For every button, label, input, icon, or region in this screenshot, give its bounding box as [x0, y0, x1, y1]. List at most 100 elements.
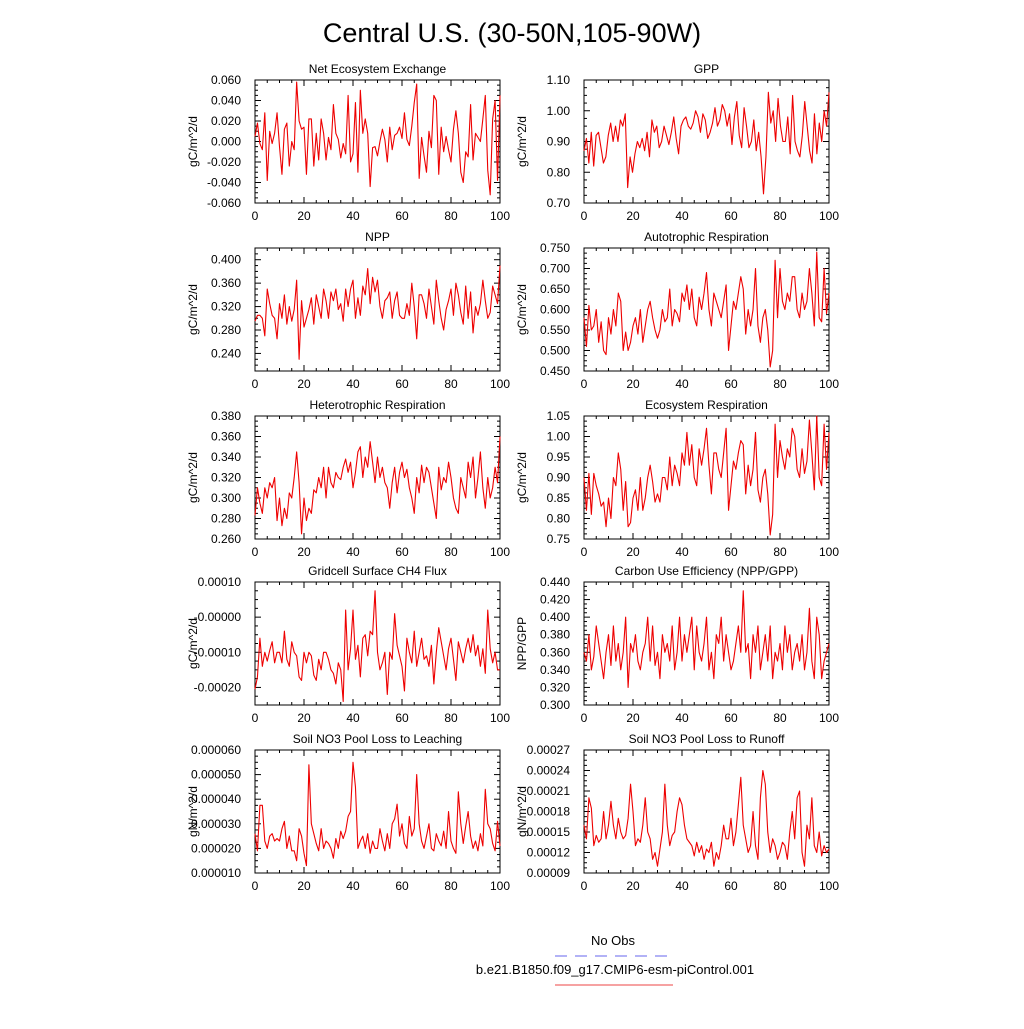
- y-tick-label: 0.320: [540, 680, 570, 694]
- y-tick-label: 1.00: [547, 104, 571, 118]
- y-tick-label: 0.00027: [527, 743, 571, 757]
- y-tick-label: 0.000020: [191, 841, 241, 855]
- y-tick-label: 0.380: [540, 628, 570, 642]
- y-tick-label: 0.00024: [527, 764, 571, 778]
- x-tick-label: 0: [252, 545, 259, 559]
- x-tick-label: 0: [581, 545, 588, 559]
- series-line: [583, 415, 830, 536]
- y-axis-label: gN/m^2/d: [186, 786, 200, 837]
- x-tick-label: 40: [675, 209, 689, 223]
- y-tick-label: 0.340: [540, 663, 570, 677]
- y-tick-label: 0.020: [211, 114, 241, 128]
- y-axis-label: NPP/GPP: [515, 617, 529, 670]
- x-tick-label: 40: [675, 879, 689, 893]
- x-tick-label: 80: [444, 711, 458, 725]
- y-tick-label: -0.00000: [194, 610, 242, 624]
- x-tick-label: 60: [724, 711, 738, 725]
- panel-grid: Net Ecosystem Exchange gC/m^2/d 0 20 40 60 80 1…: [186, 62, 839, 893]
- x-tick-label: 40: [675, 377, 689, 391]
- x-tick-label: 40: [675, 711, 689, 725]
- x-tick-label: 80: [773, 209, 787, 223]
- series-line: [583, 590, 830, 688]
- x-tick-label: 100: [490, 209, 510, 223]
- y-tick-label: -0.00020: [194, 680, 242, 694]
- x-tick-label: 80: [444, 879, 458, 893]
- panel-carbon-use-efficiency-npp-gpp: Carbon Use Efficiency (NPP/GPP) NPP/GPP 0 2…: [515, 564, 839, 725]
- panel-autotrophic-respiration: Autotrophic Respiration gC/m^2/d 0 20 40 60 80…: [515, 230, 839, 391]
- y-tick-label: 1.05: [547, 409, 571, 423]
- plot-frame: [254, 247, 501, 372]
- x-tick-label: 60: [395, 879, 409, 893]
- y-tick-label: 0.400: [540, 610, 570, 624]
- y-tick-label: 0.750: [540, 241, 570, 255]
- panel-title: Carbon Use Efficiency (NPP/GPP): [615, 564, 798, 578]
- y-tick-label: 0.440: [540, 575, 570, 589]
- plot-frame: [583, 581, 830, 706]
- y-axis-label: gN/m^2/d: [515, 786, 529, 837]
- panel-gridcell-surface-ch4-flux: Gridcell Surface CH4 Flux gC/m^2/d 0 20 40 60…: [186, 564, 510, 725]
- x-tick-label: 20: [626, 545, 640, 559]
- y-tick-label: 0.000030: [191, 817, 241, 831]
- series-line: [254, 590, 500, 703]
- y-tick-label: 0.380: [211, 409, 241, 423]
- y-axis-label: gC/m^2/d: [186, 116, 200, 167]
- y-tick-label: 0.340: [211, 450, 241, 464]
- y-tick-label: 0.280: [211, 512, 241, 526]
- y-tick-label: 0.00015: [527, 825, 571, 839]
- x-tick-label: 0: [581, 377, 588, 391]
- series-line: [583, 251, 830, 368]
- panel-title: Ecosystem Respiration: [645, 398, 768, 412]
- x-tick-label: 80: [773, 545, 787, 559]
- x-tick-label: 80: [444, 209, 458, 223]
- x-tick-label: 60: [724, 545, 738, 559]
- y-tick-label: 0.00010: [198, 575, 242, 589]
- x-tick-label: 100: [819, 545, 839, 559]
- panel-heterotrophic-respiration: Heterotrophic Respiration gC/m^2/d 0 20 40 60…: [186, 398, 510, 559]
- y-axis-label: gC/m^2/d: [186, 284, 200, 335]
- panel-title: Gridcell Surface CH4 Flux: [308, 564, 447, 578]
- x-tick-label: 40: [346, 545, 360, 559]
- x-tick-label: 20: [626, 377, 640, 391]
- x-tick-label: 60: [724, 209, 738, 223]
- x-tick-label: 80: [773, 377, 787, 391]
- y-tick-label: 0.360: [211, 430, 241, 444]
- y-tick-label: 0.600: [540, 303, 570, 317]
- y-tick-label: 0.000010: [191, 866, 241, 880]
- panel-title: Net Ecosystem Exchange: [309, 62, 447, 76]
- y-tick-label: 0.70: [547, 196, 571, 210]
- x-tick-label: 20: [297, 377, 311, 391]
- x-tick-label: 60: [724, 879, 738, 893]
- panel-title: Heterotrophic Respiration: [309, 398, 445, 412]
- y-tick-label: 0.500: [540, 344, 570, 358]
- plot-frame: [254, 749, 501, 874]
- plot-frame: [254, 415, 501, 540]
- x-tick-label: 0: [252, 209, 259, 223]
- x-tick-label: 100: [490, 377, 510, 391]
- y-tick-label: 0.75: [547, 532, 571, 546]
- y-tick-label: 0.000060: [191, 743, 241, 757]
- x-tick-label: 20: [626, 879, 640, 893]
- y-axis-label: gC/m^2/d: [515, 284, 529, 335]
- y-tick-label: 0.00009: [527, 866, 571, 880]
- x-tick-label: 100: [819, 879, 839, 893]
- x-tick-label: 60: [395, 711, 409, 725]
- x-tick-label: 100: [819, 711, 839, 725]
- y-tick-label: 1.10: [547, 73, 571, 87]
- y-axis-label: gC/m^2/d: [515, 452, 529, 503]
- x-tick-label: 40: [346, 711, 360, 725]
- y-tick-label: 0.85: [547, 491, 571, 505]
- y-tick-label: 0.000050: [191, 768, 241, 782]
- series-line: [583, 91, 830, 195]
- y-tick-label: -0.00010: [194, 645, 242, 659]
- y-tick-label: 0.00021: [527, 784, 571, 798]
- x-tick-label: 20: [626, 711, 640, 725]
- y-tick-label: 0.000: [211, 135, 241, 149]
- x-tick-label: 100: [490, 879, 510, 893]
- x-tick-label: 0: [581, 209, 588, 223]
- y-tick-label: -0.020: [207, 155, 241, 169]
- panel-soil-no3-pool-loss-to-leaching: Soil NO3 Pool Loss to Leaching gN/m^2/d 0 2…: [186, 732, 510, 893]
- x-tick-label: 60: [395, 377, 409, 391]
- x-tick-label: 80: [773, 711, 787, 725]
